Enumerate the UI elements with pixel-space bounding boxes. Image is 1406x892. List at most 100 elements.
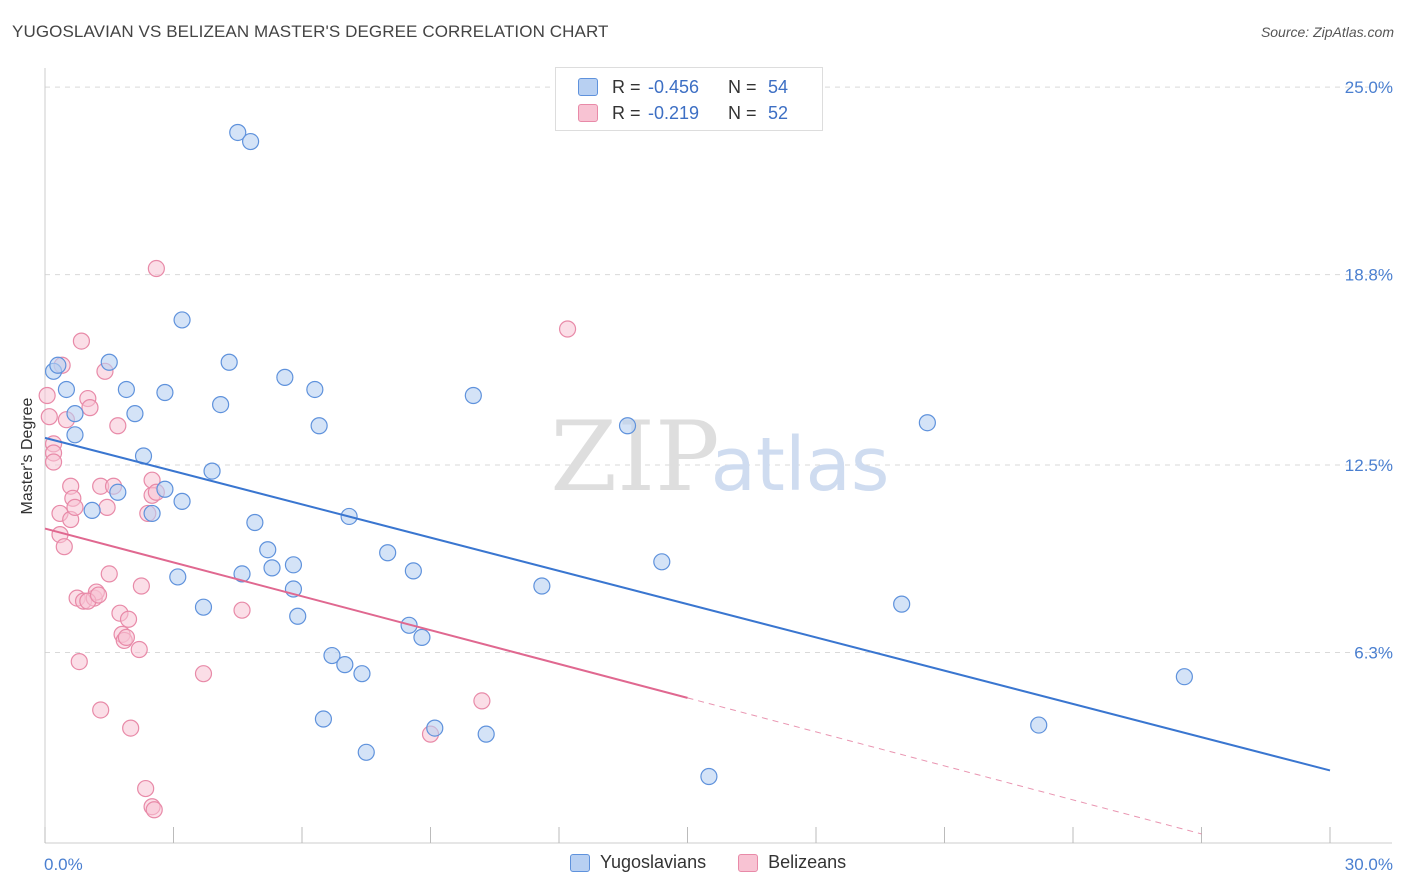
y-tick-label: 18.8% [1345, 266, 1393, 285]
yugoslavian-point [618, 417, 637, 435]
yugoslavian-point [173, 311, 191, 329]
belizean-point [81, 399, 99, 417]
yugoslavian-point [220, 353, 238, 371]
yugoslavian-point [426, 719, 444, 737]
yugoslavian-point [57, 380, 76, 399]
belizean-point [109, 417, 127, 435]
legend-swatch-pink [578, 104, 598, 122]
yugoslavian-point [1175, 668, 1193, 686]
belizean-point [147, 259, 165, 278]
belizean-point [132, 577, 150, 595]
belizean-point [38, 386, 56, 405]
yugoslavian-point [212, 395, 230, 414]
yugoslavian-point [357, 743, 375, 761]
yugoslavian-point [233, 565, 251, 583]
axes [44, 68, 1392, 844]
yugoslavian-point [194, 598, 213, 616]
yugoslavian-point [83, 501, 101, 520]
yugoslavian-point [126, 405, 144, 423]
y-tick-labels: 6.3% 12.5% 18.8% 25.0% [1345, 78, 1393, 662]
belizean-point [122, 719, 140, 737]
yugoslavian-point [323, 646, 341, 665]
belizeans-points [38, 259, 577, 819]
belizean-point [44, 453, 63, 471]
legend-row-belizeans: R = -0.219 N = 52 [578, 100, 788, 126]
yugoslavian-point [413, 628, 431, 647]
yugoslavian-point [156, 383, 174, 402]
source-note: Source: ZipAtlas.com [1260, 24, 1394, 40]
yugoslavian-point [100, 353, 118, 371]
yugoslavian-point [306, 380, 324, 399]
legend-n-label: N = [728, 102, 757, 123]
yugoslavian-point [276, 368, 294, 386]
yugoslavian-point [653, 553, 671, 571]
yugoslavian-point [229, 123, 247, 142]
yugoslavian-point [464, 386, 482, 405]
grid-lines [45, 86, 1392, 654]
belizean-point [119, 610, 138, 628]
belizean-point [473, 692, 491, 710]
legend-row-yugoslavians: R = -0.456 N = 54 [578, 74, 788, 100]
yugoslavian-point [336, 656, 354, 674]
yugoslavian-point [66, 405, 84, 423]
belizean-point [130, 640, 148, 659]
yugoslavian-point [893, 595, 911, 613]
belizean-point [66, 498, 84, 516]
yugoslavian-point [203, 462, 221, 480]
belizeans-trend-line [44, 527, 688, 699]
series-swatch-pink [738, 853, 759, 872]
legend-r-label: R = [612, 102, 641, 123]
yugoslavian-point [109, 483, 127, 501]
yugoslavian-point [169, 568, 187, 586]
yugoslavian-point [918, 414, 936, 432]
belizean-point [40, 408, 58, 426]
series-label-yugoslavians: Yugoslavians [600, 852, 707, 872]
watermark: ZIP atlas [550, 401, 889, 513]
belizean-point [117, 628, 135, 647]
series-label-belizeans: Belizeans [768, 852, 847, 872]
legend-r-value: -0.219 [648, 102, 700, 123]
x-tick-label: 0.0% [44, 855, 83, 874]
yugoslavian-point [259, 541, 277, 559]
yugoslavians-points [44, 123, 1193, 786]
series-swatch-blue [570, 853, 590, 872]
watermark-zip: ZIP [550, 401, 719, 513]
series-legend-belizeans: Belizeans [738, 852, 846, 873]
belizean-point [558, 320, 577, 338]
x-tick-label: 30.0% [1345, 855, 1393, 874]
belizean-point [92, 701, 110, 719]
yugoslavian-point [66, 426, 84, 444]
trend-lines [44, 436, 1331, 835]
belizean-point [145, 801, 163, 819]
yugoslavian-point [477, 725, 495, 743]
correlation-legend: R = -0.456 N = 54 R = -0.219 N = 52 [555, 67, 823, 131]
yugoslavian-point [700, 767, 718, 786]
yugoslavian-point [117, 380, 135, 399]
yugoslavian-point [173, 492, 191, 510]
belizean-point [55, 538, 73, 556]
belizeans-trend-extension [687, 697, 1202, 835]
yugoslavian-point [314, 710, 333, 728]
belizean-point [72, 332, 91, 350]
y-axis-label: Master's Degree [19, 397, 36, 514]
legend-n-value: 54 [768, 76, 789, 97]
yugoslavian-point [289, 607, 307, 625]
yugoslavian-point [379, 544, 397, 562]
watermark-atlas: atlas [711, 422, 890, 508]
yugoslavian-point [533, 577, 551, 595]
yugoslavian-point [353, 665, 371, 683]
yugoslavian-point [263, 559, 281, 577]
yugoslavian-point [49, 356, 67, 374]
belizean-point [137, 779, 155, 798]
yugoslavians-trend-line [44, 436, 1331, 772]
yugoslavian-point [246, 513, 264, 532]
yugoslavian-point [156, 480, 174, 498]
y-tick-label: 12.5% [1345, 456, 1393, 475]
legend-n-label: N = [728, 76, 757, 97]
yugoslavian-point [242, 132, 260, 151]
legend-r-label: R = [612, 76, 641, 97]
belizean-point [194, 665, 213, 683]
yugoslavian-point [284, 556, 303, 574]
belizean-point [100, 565, 118, 583]
legend-r-value: -0.456 [648, 76, 700, 97]
